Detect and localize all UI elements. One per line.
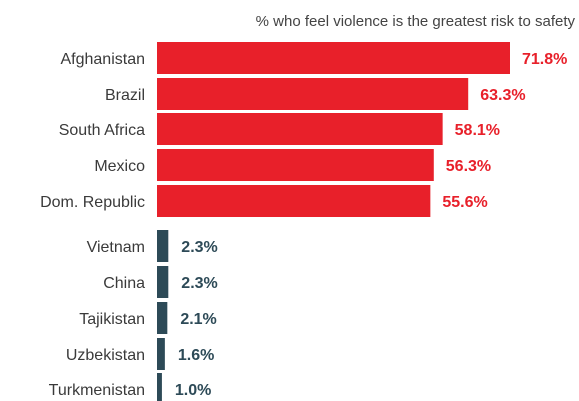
category-label-mexico: Mexico: [94, 158, 145, 175]
category-label-china: China: [103, 275, 145, 292]
value-label-turkmenistan: 1.0%: [175, 382, 211, 399]
bar-dom-republic: [157, 185, 431, 217]
chart-title: % who feel violence is the greatest risk…: [256, 13, 576, 30]
value-label-brazil: 63.3%: [480, 87, 525, 104]
bar-brazil: [157, 78, 469, 110]
category-label-tajikistan: Tajikistan: [79, 311, 145, 328]
bar-south-africa: [157, 113, 443, 145]
category-label-vietnam: Vietnam: [87, 239, 145, 256]
category-label-afghanistan: Afghanistan: [60, 51, 145, 68]
value-label-china: 2.3%: [181, 275, 217, 292]
bar-turkmenistan: [157, 373, 162, 401]
bar-mexico: [157, 149, 434, 181]
value-label-afghanistan: 71.8%: [522, 51, 567, 68]
value-label-mexico: 56.3%: [446, 158, 491, 175]
bar-china: [157, 266, 169, 298]
category-label-uzbekistan: Uzbekistan: [66, 347, 145, 364]
category-label-south-africa: South Africa: [59, 122, 145, 139]
category-label-dom-republic: Dom. Republic: [40, 194, 145, 211]
value-label-dom-republic: 55.6%: [442, 194, 487, 211]
bar-vietnam: [157, 230, 169, 262]
bar-tajikistan: [157, 302, 168, 334]
category-label-brazil: Brazil: [105, 87, 145, 104]
bar-uzbekistan: [157, 338, 165, 370]
value-label-vietnam: 2.3%: [181, 239, 217, 256]
value-label-south-africa: 58.1%: [455, 122, 500, 139]
bar-afghanistan: [157, 42, 510, 74]
value-label-tajikistan: 2.1%: [180, 311, 216, 328]
value-label-uzbekistan: 1.6%: [178, 347, 214, 364]
bars-group: Afghanistan 71.8% Brazil 63.3% South Africa 5…: [40, 42, 567, 401]
category-label-turkmenistan: Turkmenistan: [49, 382, 145, 399]
